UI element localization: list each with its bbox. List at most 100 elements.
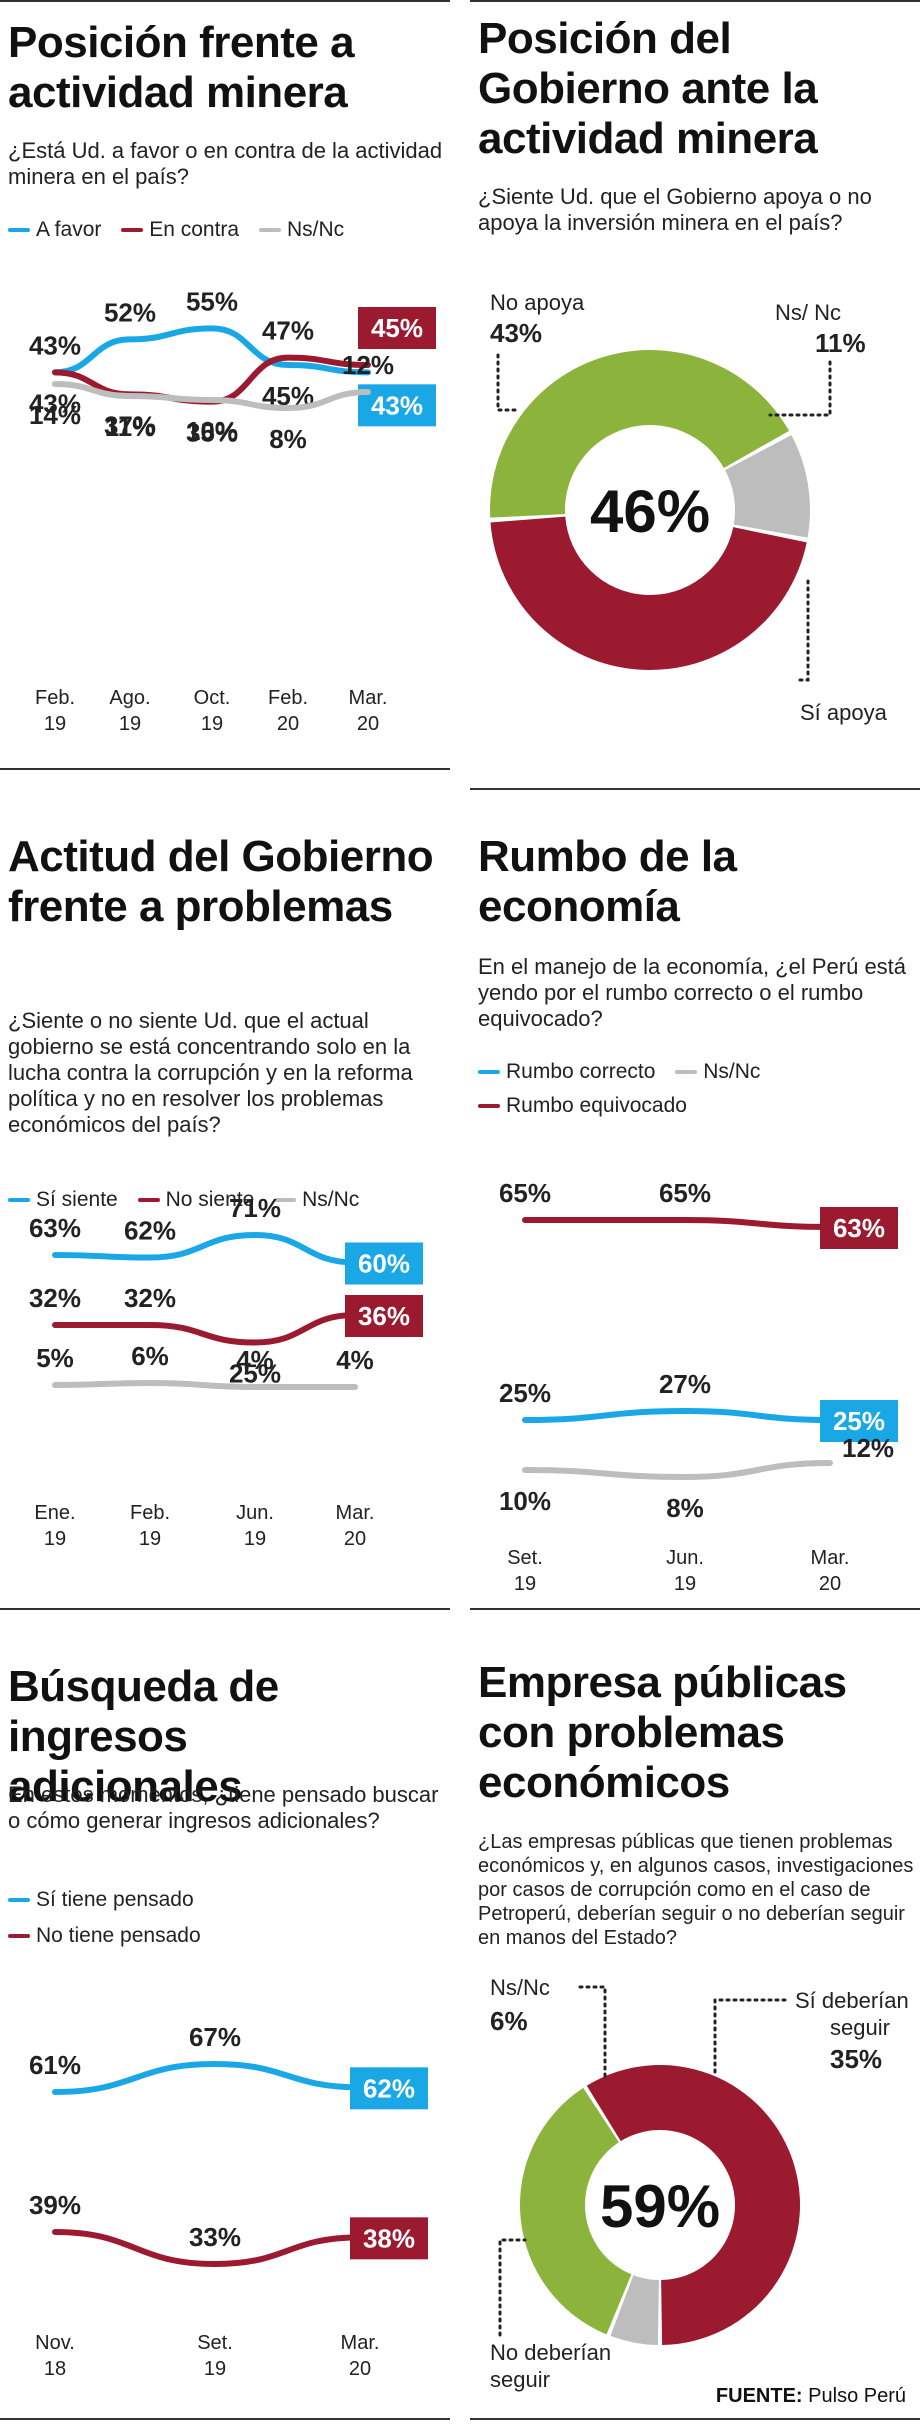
- value-label-no-siente: 25%: [229, 1359, 281, 1389]
- slice-label-ns-nc: Ns/Nc: [490, 1975, 550, 2000]
- slice-label-si-deberi-an-seguir: Sí deberían: [795, 1988, 909, 2013]
- panel-bottom-rule: [0, 1608, 450, 1610]
- x-tick-label: 20: [349, 2358, 371, 2380]
- legend-label: No tiene pensado: [36, 1924, 201, 1947]
- donut-slice-ns-nc: [725, 435, 810, 538]
- panel-bottom-rule: [0, 768, 450, 770]
- value-label-en-contra: 37%: [104, 410, 156, 440]
- x-tick-label: 18: [44, 2358, 66, 2380]
- legend: A favor En contra Ns/Nc: [8, 214, 358, 242]
- value-label-ns-nc: 12%: [342, 350, 394, 380]
- value-label-en-contra: 43%: [29, 388, 81, 418]
- value-box-a-favor: [358, 384, 436, 427]
- legend-item-ns-nc: Ns/Nc: [675, 1060, 760, 1084]
- leader-line: [768, 360, 832, 417]
- x-tick-label: 19: [204, 2358, 226, 2380]
- value-box-si-tiene-pensado: [350, 2067, 428, 2110]
- panel-gobierno-mineria: Posición del Gobierno ante la actividad …: [470, 0, 920, 790]
- x-tick-label: 20: [344, 1528, 366, 1550]
- x-tick-label: Ene.: [34, 1502, 75, 1524]
- slice-label-si-deberi-an-seguir: seguir: [830, 2015, 890, 2040]
- leader-line: [578, 1985, 607, 2082]
- value-label-a-favor: 52%: [104, 297, 156, 327]
- series-line-si-tiene-pensado: [52, 2060, 363, 2095]
- value-label-rumbo-correcto: 25%: [499, 1378, 551, 1408]
- x-tick-label: 19: [44, 713, 66, 735]
- x-tick-label: Mar.: [336, 1502, 375, 1524]
- value-label-si-siente: 71%: [229, 1193, 281, 1223]
- x-tick-label: Jun.: [236, 1502, 274, 1524]
- value-label-en-contra: 35%: [186, 418, 238, 448]
- x-tick-label: 19: [44, 1528, 66, 1550]
- slice-value-ns-nc: 11%: [815, 328, 866, 358]
- slice-value-no-apoya: 43%: [490, 318, 542, 348]
- value-label-en-contra: 45%: [371, 313, 423, 343]
- line-chart-ingresos: 61% 67% 62% 39% 33% 38% Nov. 18 Set. 19 Mar. 20: [29, 2022, 428, 2380]
- value-label-si-siente: 62%: [124, 1216, 176, 1246]
- legend-item-a-favor: A favor: [8, 218, 101, 242]
- x-tick-label: Mar.: [811, 1547, 850, 1569]
- legend-swatch: [478, 1070, 500, 1074]
- donut-chart-gobierno-mineria: 46% Sí apoya No apoya 43% Ns/ Nc 11%: [490, 290, 888, 725]
- legend-swatch: [274, 1198, 297, 1202]
- value-label-a-favor: 55%: [186, 286, 238, 316]
- value-label-rumbo-correcto: 25%: [833, 1406, 885, 1436]
- donut-center-value: 46%: [590, 478, 710, 545]
- source-credit: FUENTE: Pulso Perú: [716, 2385, 906, 2408]
- value-box-no-tiene-pensado: [350, 2217, 428, 2260]
- x-tick-label: 19: [674, 1573, 696, 1595]
- x-tick-label: 19: [139, 1528, 161, 1550]
- panel-bottom-rule: [470, 788, 920, 790]
- x-tick-label: Set.: [197, 2332, 233, 2354]
- legend-item-rumbo-correcto: Rumbo correcto: [478, 1060, 655, 1084]
- panel-bottom-rule: [0, 2418, 450, 2420]
- panel-title: Posición frente a actividad minera: [8, 18, 355, 117]
- x-tick-label: 19: [119, 713, 141, 735]
- panel-mineria: Posición frente a actividad minera ¿Está…: [0, 0, 450, 770]
- value-label-si-tiene-pensado: 67%: [189, 2022, 241, 2052]
- donut-slice-ns-nc: [610, 2275, 659, 2345]
- slice-label-no-apoya: No apoya: [490, 290, 585, 315]
- x-tick-label: Set.: [507, 1547, 543, 1569]
- leader-line: [498, 2238, 527, 2337]
- panel-title: Búsqueda de ingresos adicionales: [8, 1662, 279, 1811]
- panel-question: ¿Las empresas públicas que tienen proble…: [478, 1831, 914, 1949]
- line-chart-mineria: 43%52% 55%45% 43%43%37% 35%47% 45%14% 11% 10% 8…: [29, 286, 436, 735]
- value-label-ns-nc: 10%: [186, 416, 238, 446]
- donut-slice-si-apoya: [490, 516, 807, 670]
- legend-label: A favor: [36, 218, 102, 241]
- legend-item-en-contra: En contra: [121, 218, 239, 242]
- x-tick-label: Feb.: [130, 1502, 170, 1524]
- value-label-no-siente: 32%: [124, 1283, 176, 1313]
- value-box-rumbo-equivocado: [820, 1207, 898, 1249]
- value-label-rumbo-equivocado: 65%: [659, 1178, 711, 1208]
- value-label-si-tiene-pensado: 62%: [363, 2073, 415, 2103]
- legend-item-no-siente: No siente: [137, 1188, 255, 1212]
- legend-label: No siente: [165, 1188, 255, 1211]
- legend-label: Rumbo correcto: [506, 1060, 656, 1083]
- panel-actitud: Actitud del Gobierno frente a problemas …: [0, 810, 450, 1610]
- x-tick-label: Feb.: [268, 687, 308, 709]
- value-label-si-siente: 63%: [29, 1213, 81, 1243]
- series-line-no-siente: [52, 1312, 358, 1346]
- panel-question: En estos momentos, ¿tiene pensado buscar…: [8, 1782, 439, 1833]
- leader-line: [798, 578, 810, 682]
- value-label-ns-nc: 11%: [105, 412, 156, 442]
- series-line-ns-nc: [522, 1460, 833, 1481]
- series-line-si-siente: [52, 1231, 358, 1266]
- slice-label-no-deberi-an-seguir: seguir: [490, 2367, 550, 2392]
- panel-question: En el manejo de la economía, ¿el Perú es…: [478, 954, 907, 1031]
- legend-swatch: [8, 228, 30, 232]
- value-box-no-siente: [345, 1295, 423, 1337]
- value-label-ns-nc: 8%: [269, 424, 307, 454]
- value-label-ns-nc: 6%: [131, 1341, 169, 1371]
- x-tick-label: 19: [514, 1573, 536, 1595]
- value-label-ns-nc: 4%: [236, 1345, 274, 1375]
- legend-label: Ns/Nc: [286, 218, 345, 241]
- panel-title: Rumbo de la economía: [478, 832, 737, 931]
- legend: Sí tiene pensado No tiene pensado: [8, 1884, 215, 1948]
- x-tick-label: Mar.: [349, 687, 388, 709]
- value-label-no-siente: 36%: [358, 1301, 410, 1331]
- value-label-si-tiene-pensado: 61%: [29, 2050, 81, 2080]
